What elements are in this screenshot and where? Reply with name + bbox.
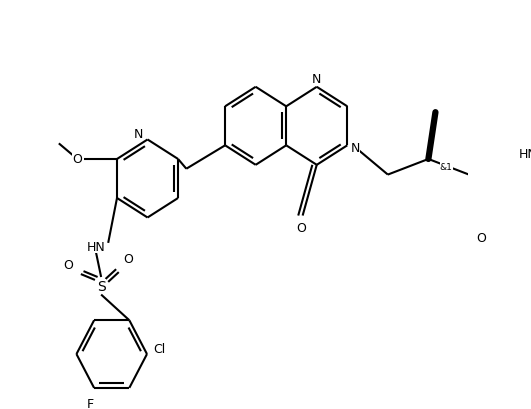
Text: O: O [476,231,486,244]
Text: HN: HN [87,240,105,254]
Text: HN: HN [518,147,531,160]
Text: O: O [124,252,133,265]
Text: S: S [97,279,106,293]
Text: &1: &1 [440,163,453,172]
Text: O: O [72,153,82,166]
Text: N: N [134,128,143,141]
Text: N: N [350,142,360,154]
Text: Cl: Cl [153,342,166,355]
Text: O: O [296,221,306,234]
Text: O: O [64,258,73,271]
Text: F: F [87,397,94,409]
Text: N: N [312,72,321,85]
